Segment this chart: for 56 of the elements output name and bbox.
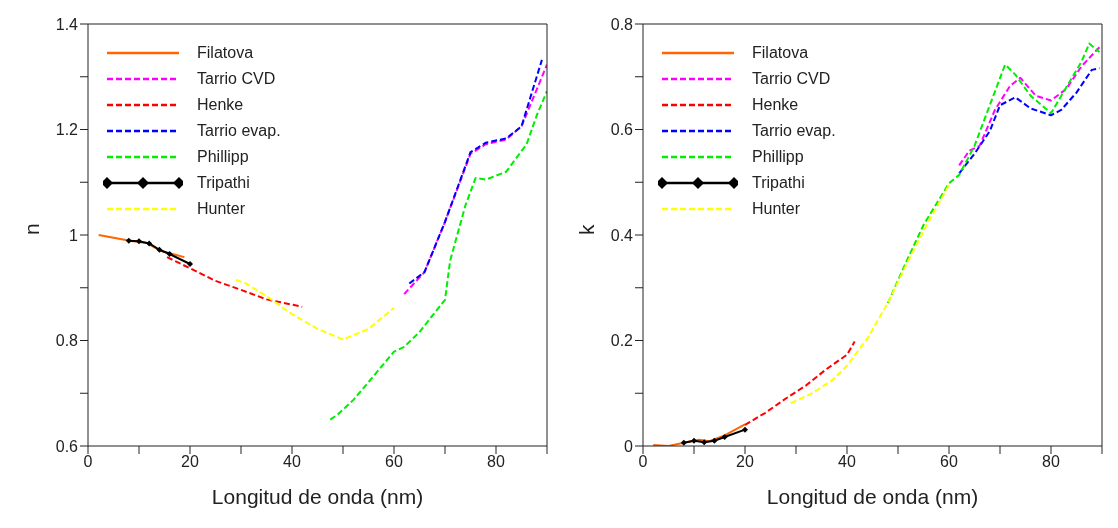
point bbox=[721, 434, 728, 441]
x-axis-title: Longitud de onda (nm) bbox=[211, 485, 424, 508]
y-axis-title: n bbox=[20, 223, 44, 235]
legend-label: Tarrio CVD bbox=[197, 70, 276, 88]
point bbox=[711, 437, 718, 444]
line-series bbox=[97, 234, 186, 259]
x-tick-label: 40 bbox=[838, 453, 856, 471]
legend-label: Filatova bbox=[752, 44, 809, 62]
legend-label: Henke bbox=[197, 96, 244, 114]
point bbox=[136, 238, 142, 245]
y-tick-label: 0.2 bbox=[610, 332, 634, 350]
x-tick-label: 60 bbox=[940, 453, 958, 471]
line-series bbox=[886, 42, 1101, 305]
y-tick-label: 1 bbox=[69, 226, 79, 244]
legend-label: Hunter bbox=[197, 200, 246, 218]
y-axis-title: k bbox=[575, 224, 599, 235]
x-tick-label: 80 bbox=[1042, 453, 1060, 471]
legend-label: Tarrio evap. bbox=[197, 122, 281, 140]
y-tick-label: 0.6 bbox=[610, 121, 634, 139]
point bbox=[166, 250, 173, 257]
x-tick-label: 80 bbox=[487, 453, 505, 471]
x-tick-label: 40 bbox=[283, 453, 301, 471]
legend-label: Phillipp bbox=[197, 148, 249, 166]
legend-label: Filatova bbox=[197, 44, 254, 62]
point bbox=[187, 261, 193, 268]
legend-label: Tripathi bbox=[752, 174, 805, 192]
line-series bbox=[329, 89, 547, 421]
y-tick-label: 1.2 bbox=[55, 121, 79, 139]
point bbox=[691, 437, 697, 444]
y-tick-label: 1.4 bbox=[55, 15, 79, 33]
legend-label: Tarrio CVD bbox=[752, 70, 831, 88]
point bbox=[125, 237, 132, 244]
y-tick-label: 0.6 bbox=[55, 437, 79, 455]
y-tick-label: 0.8 bbox=[610, 15, 634, 33]
legend-label: Phillipp bbox=[752, 148, 804, 166]
x-tick-label: 20 bbox=[181, 453, 199, 471]
y-tick-label: 0 bbox=[624, 437, 634, 455]
point bbox=[742, 426, 748, 433]
legend-label: Tripathi bbox=[197, 174, 250, 192]
x-tick-label: 20 bbox=[736, 453, 754, 471]
point bbox=[146, 240, 153, 247]
line-series bbox=[958, 46, 1101, 167]
x-axis-title: Longitud de onda (nm) bbox=[766, 485, 979, 508]
point bbox=[680, 439, 687, 446]
line-series bbox=[234, 278, 395, 341]
point bbox=[156, 246, 163, 253]
point bbox=[701, 439, 708, 446]
y-tick-label: 0.8 bbox=[55, 332, 79, 350]
x-tick-label: 60 bbox=[385, 453, 403, 471]
line-series bbox=[652, 423, 746, 446]
legend-label: Henke bbox=[752, 96, 799, 114]
legend-label: Tarrio evap. bbox=[752, 122, 836, 140]
legend-label: Hunter bbox=[752, 200, 801, 218]
y-tick-label: 0.4 bbox=[610, 226, 634, 244]
x-tick-label: 0 bbox=[638, 453, 648, 471]
x-tick-label: 0 bbox=[83, 453, 93, 471]
